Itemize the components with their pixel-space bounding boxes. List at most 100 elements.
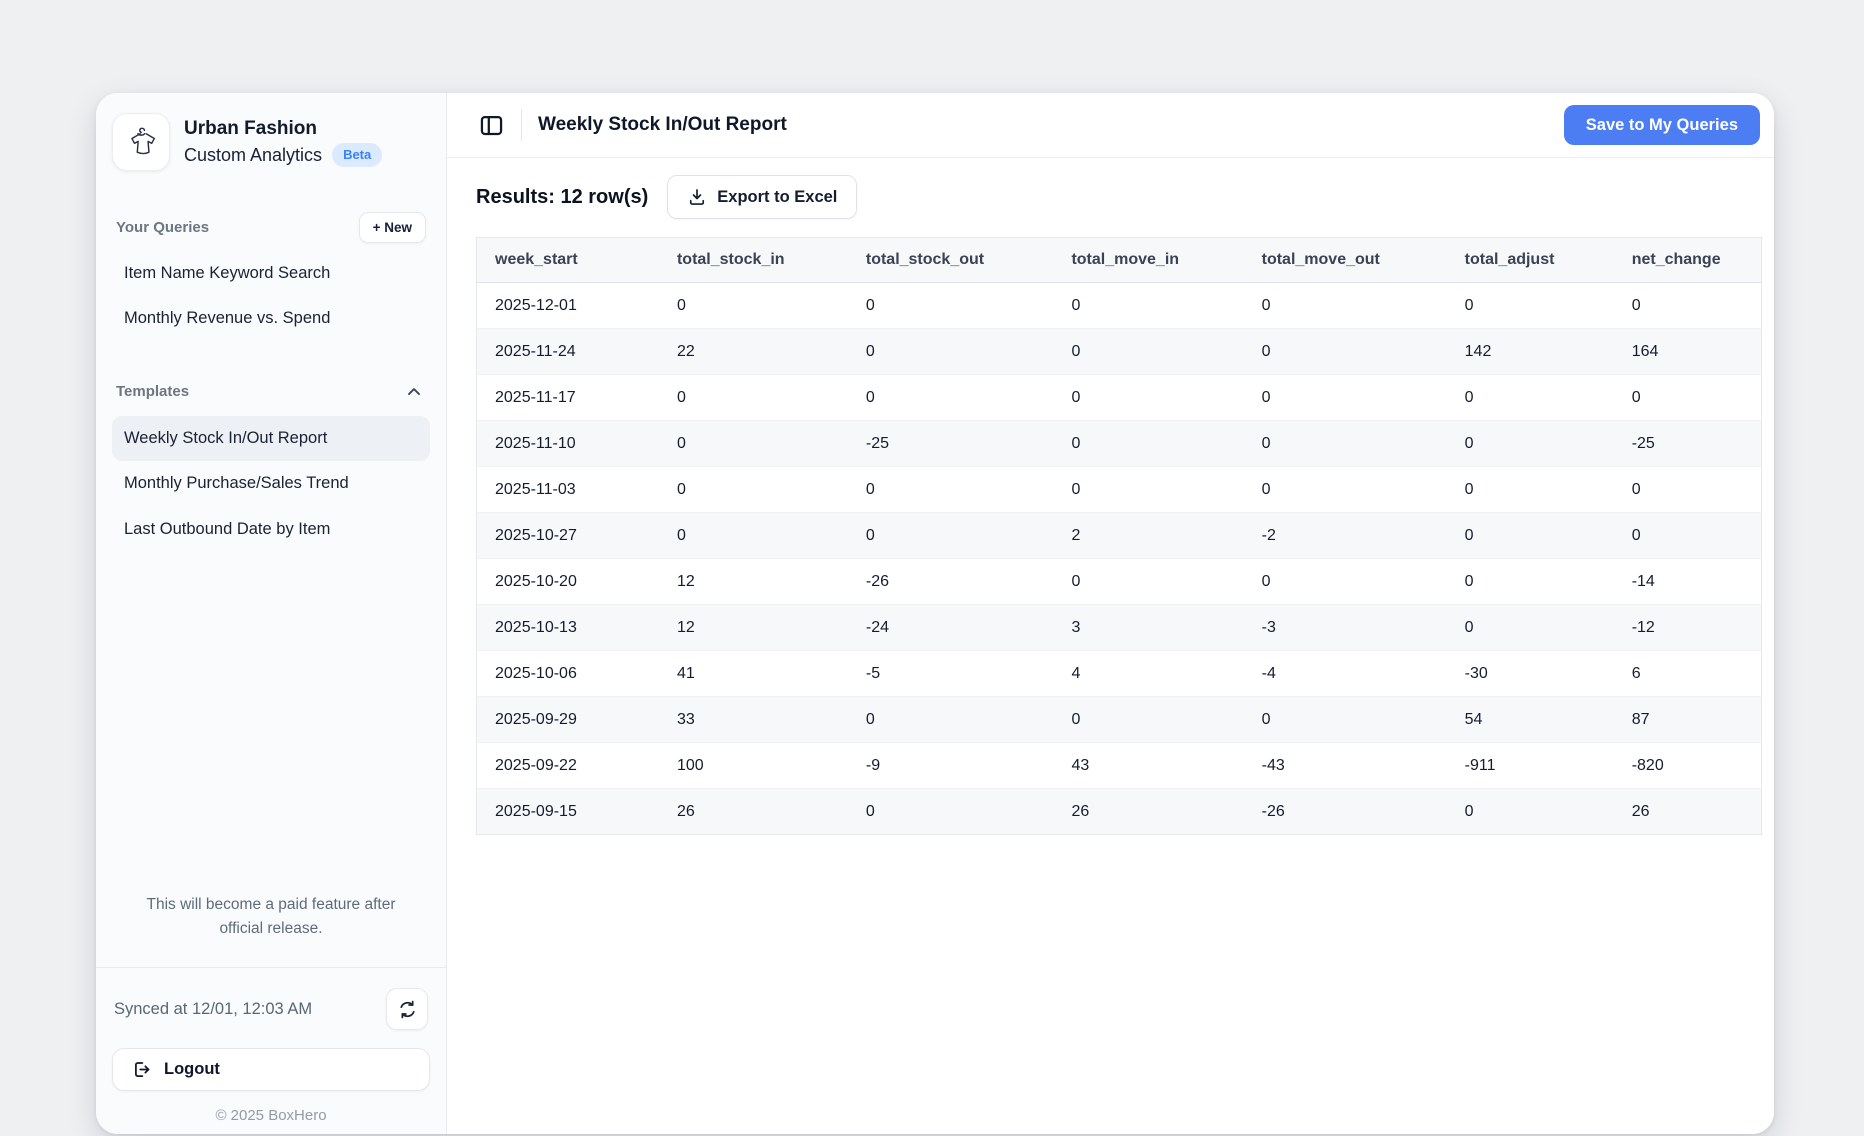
cell-total_adjust: 0 [1447, 375, 1614, 421]
sidebar: Urban Fashion Custom Analytics Beta Your… [96, 93, 447, 1134]
cell-week_start: 2025-11-10 [477, 421, 659, 467]
sidebar-item[interactable]: Last Outbound Date by Item [112, 507, 430, 552]
sidebar-footer: This will become a paid feature after of… [96, 893, 446, 1134]
cell-total_stock_out: -24 [848, 605, 1054, 651]
app-name: Custom Analytics [184, 143, 322, 168]
cell-total_move_out: -4 [1244, 651, 1447, 697]
sidebar-item[interactable]: Monthly Revenue vs. Spend [112, 296, 430, 341]
cell-total_stock_in: 0 [659, 421, 848, 467]
cell-total_move_out: 0 [1244, 421, 1447, 467]
cell-total_move_out: 0 [1244, 283, 1447, 329]
table-row: 2025-09-22100-943-43-911-820 [477, 743, 1762, 789]
cell-week_start: 2025-11-24 [477, 329, 659, 375]
sidebar-toggle-button[interactable] [476, 110, 507, 141]
sidebar-panel-icon [478, 112, 505, 139]
table-row: 2025-10-0641-54-4-306 [477, 651, 1762, 697]
cell-total_move_in: 0 [1053, 375, 1243, 421]
paid-feature-notice: This will become a paid feature after of… [112, 893, 430, 941]
table-row: 2025-09-1526026-26026 [477, 789, 1762, 835]
cell-total_stock_in: 100 [659, 743, 848, 789]
column-header-total_adjust: total_adjust [1447, 238, 1614, 283]
download-icon [687, 187, 707, 207]
topbar-divider [521, 109, 522, 141]
cell-total_adjust: 142 [1447, 329, 1614, 375]
cell-total_stock_out: 0 [848, 329, 1054, 375]
cell-total_move_in: 2 [1053, 513, 1243, 559]
cell-week_start: 2025-09-29 [477, 697, 659, 743]
cell-total_move_in: 43 [1053, 743, 1243, 789]
your-queries-label: Your Queries [116, 219, 209, 236]
logout-button[interactable]: Logout [112, 1048, 430, 1091]
sidebar-item[interactable]: Monthly Purchase/Sales Trend [112, 461, 430, 506]
cell-total_stock_out: 0 [848, 467, 1054, 513]
cell-total_stock_out: -25 [848, 421, 1054, 467]
refresh-button[interactable] [386, 988, 428, 1030]
cell-total_move_in: 0 [1053, 283, 1243, 329]
main-panel: Weekly Stock In/Out Report Save to My Qu… [447, 93, 1774, 1134]
table-row: 2025-11-17000000 [477, 375, 1762, 421]
cell-net_change: 0 [1614, 513, 1762, 559]
table-row: 2025-11-03000000 [477, 467, 1762, 513]
table-row: 2025-09-29330005487 [477, 697, 1762, 743]
cell-total_stock_in: 12 [659, 605, 848, 651]
cell-total_move_in: 4 [1053, 651, 1243, 697]
cell-net_change: -12 [1614, 605, 1762, 651]
cell-total_stock_out: -5 [848, 651, 1054, 697]
cell-week_start: 2025-09-22 [477, 743, 659, 789]
templates-list: Weekly Stock In/Out ReportMonthly Purcha… [112, 416, 430, 552]
cell-total_adjust: -30 [1447, 651, 1614, 697]
page-title: Weekly Stock In/Out Report [538, 114, 1564, 136]
cell-total_stock_in: 33 [659, 697, 848, 743]
save-to-my-queries-button[interactable]: Save to My Queries [1564, 105, 1760, 145]
copyright: © 2025 BoxHero [112, 1107, 430, 1124]
brand-text: Urban Fashion Custom Analytics Beta [184, 116, 382, 168]
cell-total_move_out: -43 [1244, 743, 1447, 789]
cell-total_adjust: 0 [1447, 559, 1614, 605]
cell-total_stock_out: -26 [848, 559, 1054, 605]
cell-total_move_out: 0 [1244, 329, 1447, 375]
cell-total_stock_in: 0 [659, 375, 848, 421]
brand-header: Urban Fashion Custom Analytics Beta [112, 111, 430, 171]
queries-list: Item Name Keyword SearchMonthly Revenue … [112, 251, 430, 342]
sidebar-divider [96, 967, 446, 968]
app-logo [112, 113, 170, 171]
cell-total_stock_in: 0 [659, 513, 848, 559]
cell-week_start: 2025-10-06 [477, 651, 659, 697]
cell-week_start: 2025-11-17 [477, 375, 659, 421]
workspace-name: Urban Fashion [184, 116, 382, 143]
cell-total_stock_out: 0 [848, 375, 1054, 421]
cell-total_move_out: -2 [1244, 513, 1447, 559]
cell-net_change: 0 [1614, 283, 1762, 329]
cell-total_stock_in: 0 [659, 467, 848, 513]
app-window: Urban Fashion Custom Analytics Beta Your… [96, 93, 1774, 1134]
cell-week_start: 2025-10-27 [477, 513, 659, 559]
results-row: Results: 12 row(s) Export to Excel [447, 158, 1774, 219]
cell-total_stock_out: 0 [848, 697, 1054, 743]
sync-row: Synced at 12/01, 12:03 AM [114, 988, 428, 1030]
export-to-excel-button[interactable]: Export to Excel [667, 175, 857, 219]
cell-total_stock_out: 0 [848, 283, 1054, 329]
cell-total_adjust: 54 [1447, 697, 1614, 743]
cell-total_adjust: 0 [1447, 789, 1614, 835]
cell-total_move_in: 26 [1053, 789, 1243, 835]
cell-week_start: 2025-10-13 [477, 605, 659, 651]
new-query-button[interactable]: + New [359, 212, 426, 243]
cell-total_stock_in: 41 [659, 651, 848, 697]
cell-net_change: 164 [1614, 329, 1762, 375]
column-header-total_move_in: total_move_in [1053, 238, 1243, 283]
cell-net_change: 26 [1614, 789, 1762, 835]
refresh-icon [397, 999, 418, 1020]
cell-total_adjust: 0 [1447, 605, 1614, 651]
cell-total_move_out: 0 [1244, 697, 1447, 743]
table-row: 2025-11-2422000142164 [477, 329, 1762, 375]
sidebar-item[interactable]: Item Name Keyword Search [112, 251, 430, 296]
cell-total_move_out: 0 [1244, 559, 1447, 605]
cell-week_start: 2025-09-15 [477, 789, 659, 835]
cell-total_move_in: 0 [1053, 559, 1243, 605]
cell-total_move_in: 0 [1053, 329, 1243, 375]
chevron-up-icon[interactable] [402, 380, 426, 404]
table-header-row: week_starttotal_stock_intotal_stock_outt… [477, 238, 1762, 283]
cell-week_start: 2025-11-03 [477, 467, 659, 513]
sidebar-item[interactable]: Weekly Stock In/Out Report [112, 416, 430, 461]
synced-status: Synced at 12/01, 12:03 AM [114, 1000, 312, 1019]
